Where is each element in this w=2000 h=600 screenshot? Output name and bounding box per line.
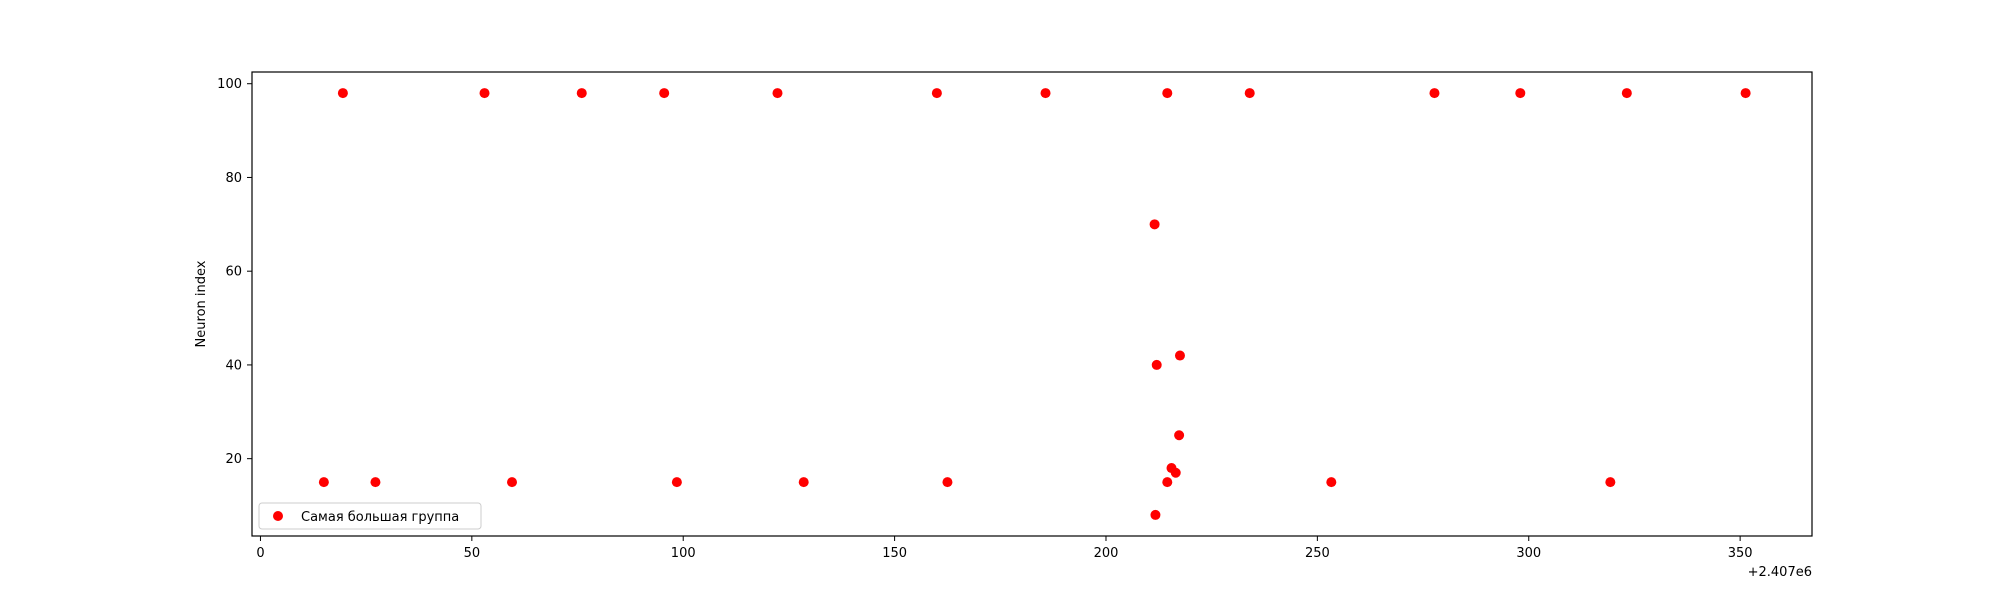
data-point bbox=[1174, 430, 1185, 441]
data-point bbox=[931, 88, 942, 99]
data-point bbox=[1740, 88, 1751, 99]
y-tick-label: 60 bbox=[225, 265, 242, 280]
x-tick-label: 350 bbox=[1728, 546, 1753, 561]
x-tick-label: 150 bbox=[882, 546, 907, 561]
data-point bbox=[772, 88, 783, 99]
data-point bbox=[798, 477, 809, 488]
data-point bbox=[1515, 88, 1526, 99]
x-tick-label: 300 bbox=[1516, 546, 1541, 561]
y-tick-label: 40 bbox=[225, 358, 242, 373]
data-point bbox=[479, 88, 490, 99]
y-tick-label: 100 bbox=[217, 77, 242, 92]
legend: Самая большая группа bbox=[258, 502, 482, 530]
data-point bbox=[1149, 219, 1160, 230]
data-point bbox=[659, 88, 670, 99]
data-point bbox=[318, 477, 329, 488]
data-point bbox=[1174, 350, 1185, 361]
data-point bbox=[337, 88, 348, 99]
x-offset-label: +2.407e6 bbox=[1748, 565, 1812, 580]
data-point bbox=[1244, 88, 1255, 99]
data-point bbox=[942, 477, 953, 488]
x-tick-label: 200 bbox=[1094, 546, 1119, 561]
legend-marker bbox=[273, 511, 283, 521]
data-point bbox=[507, 477, 517, 488]
plot-area: 0 50 100 150 200 250 300 350 +2.407e6 20 40 60 80 100… bbox=[194, 71, 1813, 580]
data-point bbox=[671, 477, 682, 488]
x-tick-label: 50 bbox=[464, 546, 481, 561]
y-axis-label: Neuron index bbox=[194, 260, 209, 347]
legend-box bbox=[258, 502, 482, 530]
data-point bbox=[1326, 477, 1337, 488]
x-tick-label: 0 bbox=[256, 546, 264, 561]
data-point bbox=[1162, 477, 1173, 488]
data-point bbox=[1429, 88, 1440, 99]
data-point bbox=[370, 477, 381, 488]
data-point bbox=[576, 88, 587, 99]
x-tick-label: 100 bbox=[671, 546, 696, 561]
data-point bbox=[1621, 88, 1632, 99]
y-tick-label: 80 bbox=[225, 171, 242, 186]
y-tick-label: 20 bbox=[225, 452, 242, 467]
data-point bbox=[1605, 477, 1616, 488]
data-point bbox=[1151, 359, 1162, 370]
data-point bbox=[1040, 88, 1051, 99]
data-point bbox=[1162, 88, 1173, 99]
x-tick-label: 250 bbox=[1305, 546, 1330, 561]
legend-label: Самая большая группа bbox=[301, 510, 459, 525]
plot-frame bbox=[251, 71, 1813, 537]
data-point bbox=[1170, 467, 1181, 478]
data-point bbox=[1150, 509, 1161, 520]
